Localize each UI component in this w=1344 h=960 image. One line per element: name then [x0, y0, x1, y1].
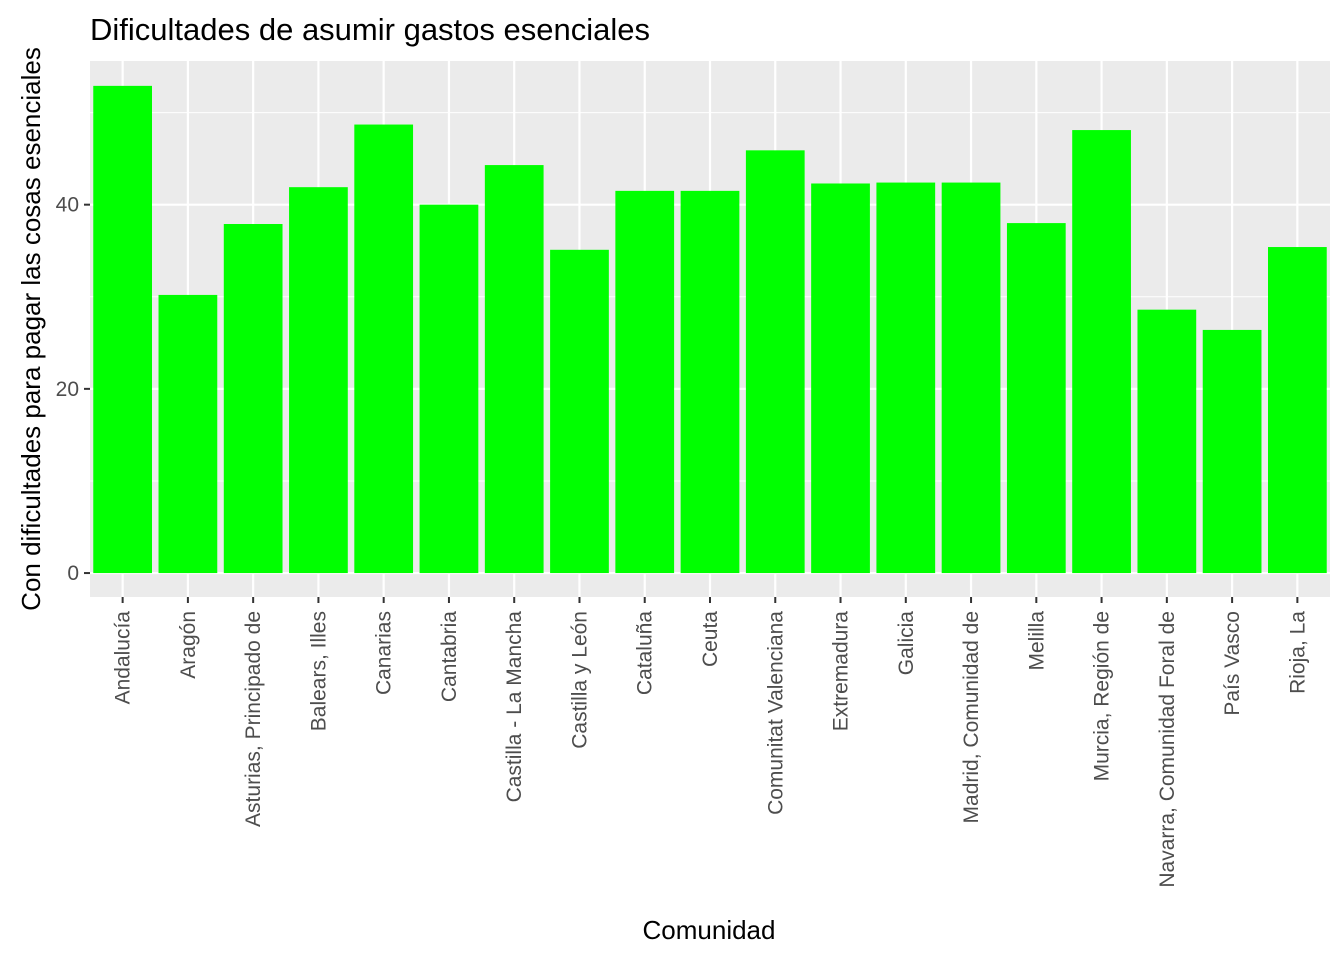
bar — [1202, 329, 1262, 574]
bar — [1268, 247, 1327, 574]
bar — [484, 165, 544, 574]
x-tick-label: Ceuta — [699, 611, 722, 667]
x-tick-label: Castilla y León — [568, 611, 591, 749]
bar — [811, 183, 870, 574]
bar — [550, 249, 609, 574]
x-tick-label: Galicia — [895, 611, 918, 676]
x-tick-label: Canarias — [373, 611, 396, 695]
y-axis: 0 20 40 — [56, 194, 90, 585]
x-tick-label: Castilla - La Mancha — [503, 611, 526, 803]
bar — [680, 190, 740, 574]
x-tick-label: País Vasco — [1221, 611, 1244, 716]
x-tick-label: Andalucía — [112, 611, 135, 705]
bar — [1072, 130, 1131, 574]
x-tick-label: Murcia, Región de — [1091, 611, 1114, 781]
bars — [93, 85, 1327, 574]
bar — [1137, 309, 1197, 574]
bar — [158, 294, 218, 574]
bar — [223, 224, 283, 574]
x-axis: Andalucía Aragón Asturias, Principado de Ba… — [112, 597, 1309, 888]
x-axis-title: Comunidad — [643, 915, 776, 945]
x-tick-label: Rioja, La — [1286, 611, 1309, 694]
y-tick-label: 0 — [67, 562, 79, 585]
x-tick-label: Comunitat Valenciana — [764, 611, 787, 815]
bar — [615, 190, 675, 574]
bar — [941, 182, 1001, 574]
x-tick-label: Navarra, Comunidad Foral de — [1156, 611, 1179, 888]
bar — [354, 124, 414, 574]
x-tick-label: Aragón — [177, 611, 200, 679]
x-tick-label: Cantabria — [438, 611, 461, 702]
bar — [289, 187, 348, 574]
bar — [745, 150, 805, 574]
x-tick-label: Asturias, Principado de — [242, 611, 265, 827]
bar — [876, 182, 936, 574]
x-tick-label: Cataluña — [634, 611, 657, 695]
x-tick-label: Melilla — [1025, 611, 1048, 671]
chart-title: Dificultades de asumir gastos esenciales — [90, 12, 650, 47]
x-tick-label: Balears, Illes — [307, 611, 330, 731]
y-tick-label: 40 — [56, 194, 79, 217]
x-tick-label: Madrid, Comunidad de — [960, 611, 983, 823]
y-axis-title: Con dificultades para pagar las cosas es… — [16, 47, 46, 611]
y-tick-label: 20 — [56, 378, 79, 401]
bar — [1006, 223, 1066, 574]
bar — [93, 85, 152, 574]
x-tick-label: Extremadura — [830, 611, 853, 732]
bar — [419, 204, 479, 574]
